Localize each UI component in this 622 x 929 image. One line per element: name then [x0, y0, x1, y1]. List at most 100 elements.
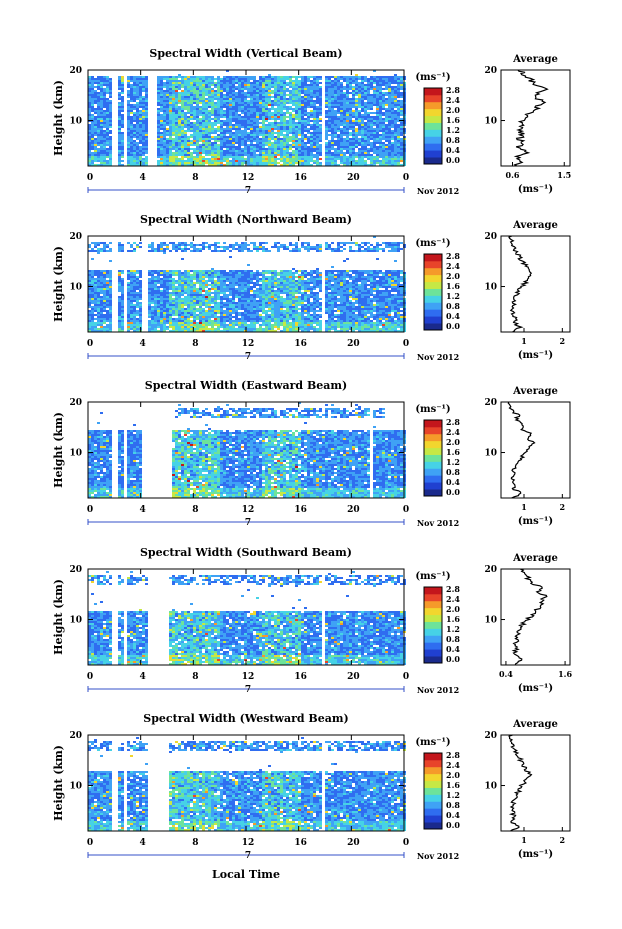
- heatmap-cell: [379, 142, 382, 144]
- heatmap-cell: [193, 78, 196, 80]
- heatmap-cell: [202, 90, 205, 92]
- heatmap-cell: [277, 152, 280, 154]
- heatmap-cell: [133, 282, 136, 284]
- heatmap-cell: [292, 164, 295, 166]
- heatmap-cell: [307, 140, 310, 142]
- heatmap-cell: [100, 322, 103, 324]
- heatmap-cell: [127, 318, 130, 320]
- heatmap-cell: [289, 90, 292, 92]
- heatmap-cell: [196, 152, 199, 154]
- heatmap-cell: [184, 132, 187, 134]
- heatmap-cell: [109, 110, 112, 112]
- heatmap-cell: [367, 132, 370, 134]
- heatmap-cell: [298, 112, 301, 114]
- heatmap-cell: [235, 152, 238, 154]
- heatmap-cell: [169, 158, 172, 160]
- heatmap-cell: [283, 156, 286, 158]
- heatmap-cell: [280, 132, 283, 134]
- heatmap-cell: [172, 98, 175, 100]
- heatmap-cell: [319, 162, 322, 164]
- heatmap-cell: [253, 112, 256, 114]
- heatmap-cell: [247, 132, 250, 134]
- heatmap-cell: [274, 120, 277, 122]
- heatmap-cell: [235, 158, 238, 160]
- heatmap-cell: [130, 326, 133, 328]
- heatmap-cell: [310, 158, 313, 160]
- heatmap-cell: [127, 100, 130, 102]
- heatmap-cell: [343, 76, 346, 78]
- heatmap-cell: [364, 98, 367, 100]
- heatmap-cell: [100, 250, 103, 252]
- heatmap-cell: [91, 118, 94, 120]
- heatmap-cell: [88, 152, 91, 154]
- heatmap-cell: [160, 322, 163, 324]
- heatmap-cell: [193, 102, 196, 104]
- heatmap-cell: [232, 156, 235, 158]
- heatmap-cell: [286, 88, 289, 90]
- heatmap-cell: [193, 158, 196, 160]
- heatmap-cell: [400, 108, 403, 110]
- heatmap-cell: [310, 76, 313, 78]
- heatmap-cell: [376, 154, 379, 156]
- heatmap-cell: [262, 162, 265, 164]
- heatmap-cell: [109, 80, 112, 82]
- heatmap-cell: [346, 88, 349, 90]
- heatmap-cell: [148, 296, 151, 298]
- heatmap-cell: [157, 288, 160, 290]
- heatmap-cell: [211, 84, 214, 86]
- heatmap-cell: [292, 102, 295, 104]
- heatmap-cell: [367, 122, 370, 124]
- heatmap-cell: [127, 78, 130, 80]
- heatmap-cell: [385, 112, 388, 114]
- heatmap-cell: [190, 142, 193, 144]
- heatmap-cell: [154, 324, 157, 326]
- heatmap-cell: [376, 130, 379, 132]
- heatmap-cell: [118, 122, 121, 124]
- heatmap-cell: [181, 82, 184, 84]
- heatmap-cell: [241, 134, 244, 136]
- heatmap-cell: [226, 122, 229, 124]
- heatmap-cell: [280, 108, 283, 110]
- heatmap-cell: [94, 152, 97, 154]
- heatmap-cell: [241, 152, 244, 154]
- heatmap-cell: [178, 158, 181, 160]
- heatmap-cell: [151, 294, 154, 296]
- heatmap-cell: [130, 290, 133, 292]
- heatmap-cell: [175, 94, 178, 96]
- heatmap-cell: [220, 162, 223, 164]
- heatmap-cell: [358, 88, 361, 90]
- heatmap-cell: [118, 116, 121, 118]
- heatmap-cell: [109, 102, 112, 104]
- heatmap-cell: [196, 84, 199, 86]
- heatmap-cell: [244, 112, 247, 114]
- heatmap-cell: [163, 280, 166, 282]
- heatmap-cell: [274, 76, 277, 78]
- heatmap-cell: [136, 282, 139, 284]
- heatmap-cell: [217, 94, 220, 96]
- heatmap-cell: [241, 112, 244, 114]
- heatmap-cell: [157, 104, 160, 106]
- heatmap-cell: [277, 114, 280, 116]
- heatmap-cell: [373, 124, 376, 126]
- heatmap-cell: [136, 324, 139, 326]
- heatmap-cell: [280, 86, 283, 88]
- colorbar-frame: [423, 87, 443, 165]
- heatmap-cell: [106, 286, 109, 288]
- heatmap-cell: [400, 150, 403, 152]
- heatmap-cell: [88, 280, 91, 282]
- heatmap-cell: [244, 82, 247, 84]
- heatmap-cell: [139, 318, 142, 320]
- heatmap-cell: [157, 274, 160, 276]
- heatmap-cell: [295, 146, 298, 148]
- heatmap-cell: [136, 160, 139, 162]
- heatmap-cell: [118, 102, 121, 104]
- heatmap-cell: [313, 120, 316, 122]
- heatmap-cell: [334, 80, 337, 82]
- heatmap-cell: [301, 88, 304, 90]
- heatmap-cell: [220, 140, 223, 142]
- heatmap-cell: [169, 110, 172, 112]
- heatmap-cell: [307, 136, 310, 138]
- heatmap-cell: [349, 110, 352, 112]
- heatmap-cell: [379, 86, 382, 88]
- heatmap-cell: [286, 110, 289, 112]
